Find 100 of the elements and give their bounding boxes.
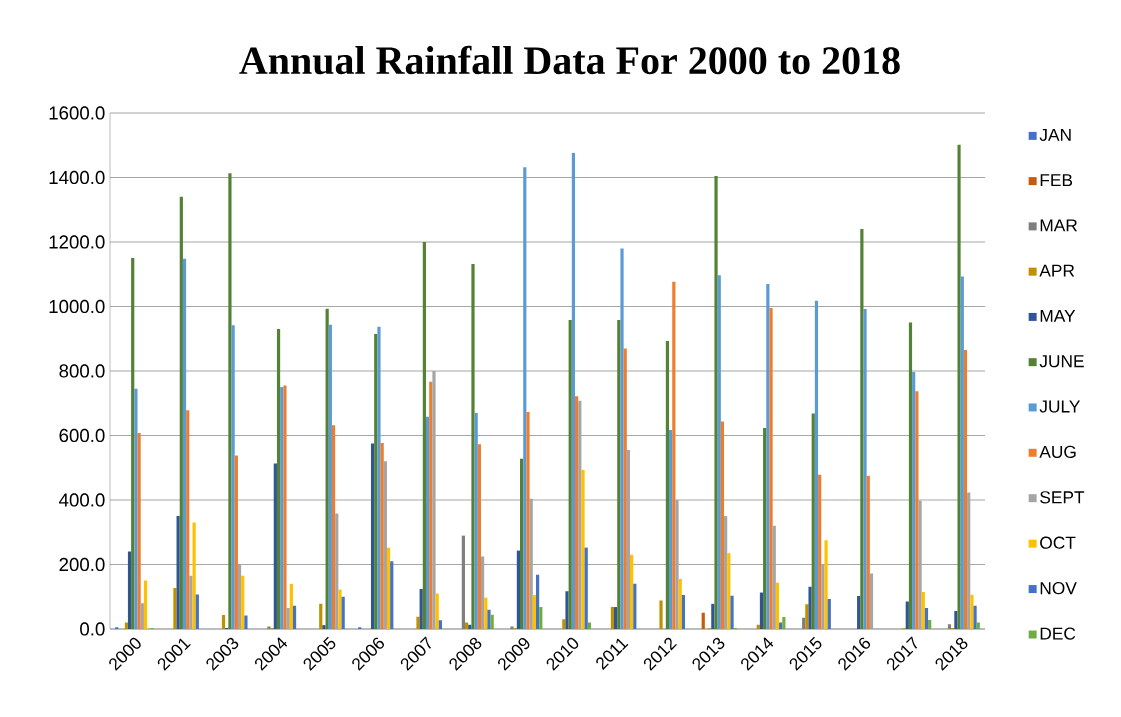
- bar: [659, 600, 663, 629]
- bar: [869, 573, 874, 629]
- bar: [711, 603, 715, 629]
- bar: [289, 583, 293, 629]
- bar: [474, 412, 478, 629]
- bar: [131, 258, 135, 629]
- bar: [179, 196, 183, 629]
- bar: [821, 564, 825, 629]
- legend-label: JULY: [1039, 400, 1081, 413]
- bar: [292, 605, 297, 629]
- bar: [960, 276, 964, 629]
- legend-label: APR: [1039, 264, 1075, 277]
- bar: [584, 547, 588, 629]
- bar: [484, 597, 488, 629]
- bar: [338, 589, 342, 629]
- y-tick-label: 800.0: [59, 364, 105, 378]
- bar: [189, 575, 193, 629]
- bar: [908, 322, 913, 629]
- bar: [234, 455, 238, 629]
- bar: [915, 391, 919, 629]
- bar: [714, 175, 718, 629]
- bar: [328, 324, 332, 629]
- bar: [811, 413, 815, 629]
- bar: [341, 596, 345, 629]
- bar: [231, 325, 235, 629]
- bar: [620, 248, 624, 629]
- bar: [957, 144, 961, 629]
- bar: [681, 595, 686, 629]
- bar: [186, 410, 190, 629]
- bar: [701, 612, 705, 629]
- bar: [973, 605, 977, 629]
- bar: [863, 309, 867, 629]
- bar: [724, 516, 728, 629]
- bar: [720, 421, 725, 629]
- bar: [143, 580, 148, 629]
- bar: [425, 416, 430, 629]
- legend-label: MAY: [1040, 309, 1076, 322]
- y-tick-label: 600.0: [59, 428, 105, 443]
- bar: [857, 596, 861, 629]
- y-tick-label: 400.0: [59, 493, 105, 507]
- bar: [717, 275, 721, 629]
- bar: [195, 594, 199, 629]
- bar: [727, 553, 731, 629]
- bar: [536, 574, 540, 629]
- bar: [860, 229, 864, 629]
- bar: [730, 595, 734, 629]
- bar: [286, 608, 290, 629]
- bar: [134, 388, 138, 629]
- bar: [377, 326, 381, 629]
- bar: [814, 300, 819, 629]
- bar: [568, 320, 572, 629]
- bar: [419, 589, 423, 629]
- bar: [322, 625, 326, 629]
- bar: [805, 604, 809, 629]
- legend-label: MAR: [1040, 219, 1078, 232]
- y-tick-label: 200.0: [59, 557, 105, 572]
- bar: [921, 591, 925, 629]
- y-tick-label: 1000.0: [49, 299, 105, 314]
- bar: [678, 579, 682, 629]
- bar: [416, 616, 420, 629]
- bar: [520, 458, 524, 629]
- legend-label: NOV: [1040, 582, 1077, 595]
- bar: [669, 430, 673, 629]
- bar: [380, 442, 384, 629]
- bar: [173, 588, 177, 629]
- bar: [775, 582, 780, 629]
- bar: [429, 381, 433, 629]
- legend-label: FEB: [1040, 174, 1073, 187]
- bar: [176, 516, 180, 629]
- bar: [477, 444, 481, 629]
- bar: [763, 428, 767, 629]
- bar: [924, 608, 929, 629]
- bar: [192, 522, 196, 629]
- bar: [526, 411, 530, 629]
- bar: [228, 173, 232, 629]
- bar: [182, 258, 187, 629]
- y-tick-label: 1200.0: [49, 235, 105, 249]
- bar: [808, 586, 812, 629]
- legend-label: AUG: [1039, 445, 1076, 458]
- bar: [818, 474, 822, 629]
- bar: [487, 609, 491, 629]
- legend-label: OCT: [1040, 536, 1076, 549]
- bar: [769, 308, 773, 629]
- bar: [766, 283, 770, 629]
- bar: [963, 350, 968, 629]
- bar: [331, 425, 336, 629]
- bar: [221, 615, 226, 629]
- bar: [575, 396, 579, 629]
- bar: [438, 620, 442, 629]
- bar: [623, 348, 627, 629]
- y-tick-label: 1600.0: [49, 106, 105, 120]
- bar: [912, 371, 916, 629]
- bar: [374, 333, 378, 629]
- legend-label: DEC: [1040, 627, 1076, 640]
- bar: [970, 594, 974, 629]
- bar: [386, 547, 391, 629]
- bar: [827, 598, 831, 629]
- bar: [665, 341, 670, 629]
- bar: [630, 554, 634, 629]
- bar: [866, 475, 870, 629]
